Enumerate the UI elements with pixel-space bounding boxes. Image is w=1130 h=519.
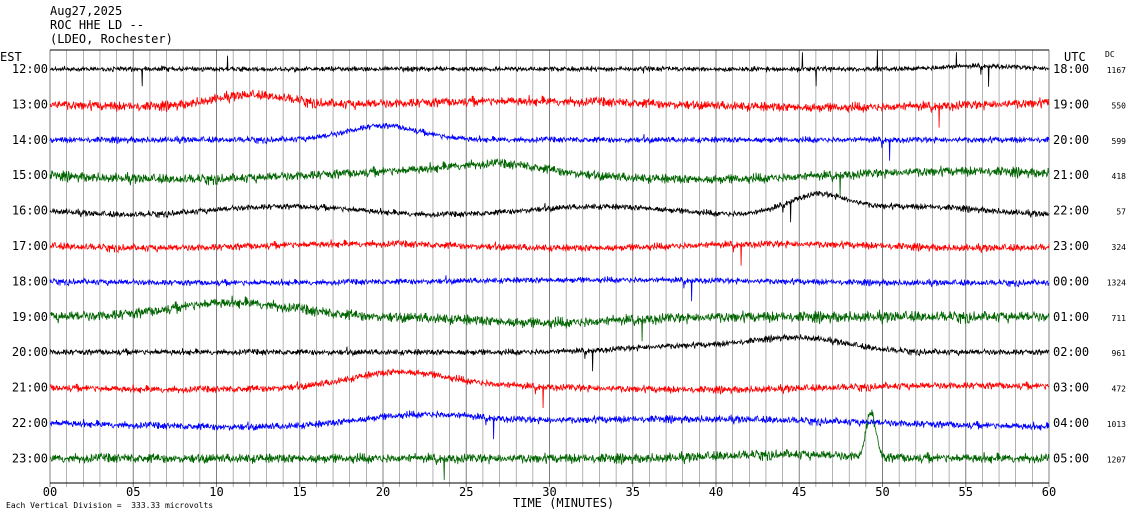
utc-hour-label: 18:00 — [1053, 62, 1089, 76]
station-label: ROC HHE LD -- — [50, 18, 144, 32]
dc-offset-label: 1013 — [1107, 420, 1126, 429]
x-axis-label: TIME (MINUTES) — [513, 496, 615, 510]
utc-label: UTC — [1064, 50, 1086, 64]
dc-offset-label: 599 — [1112, 137, 1127, 146]
dc-offset-label: 550 — [1112, 101, 1127, 110]
trace-line — [49, 122, 1050, 161]
est-hour-label: 23:00 — [12, 451, 48, 465]
date-label: Aug27,2025 — [50, 4, 123, 18]
x-tick-label: 05 — [126, 485, 140, 499]
trace-line — [49, 409, 1050, 440]
est-hour-label: 12:00 — [12, 62, 48, 76]
utc-hour-label: 03:00 — [1053, 381, 1089, 395]
est-hour-label: 18:00 — [12, 274, 48, 288]
trace-line — [49, 190, 1050, 223]
dc-offset-label: 1167 — [1107, 66, 1126, 75]
est-hour-label: 22:00 — [12, 416, 48, 430]
x-tick-label: 25 — [459, 485, 473, 499]
trace-line — [49, 409, 1050, 481]
x-tick-label: 15 — [293, 485, 307, 499]
est-hour-label: 14:00 — [12, 133, 48, 147]
scale-note: Each Vertical Division = 333.33 microvol… — [6, 501, 214, 510]
utc-hour-label: 23:00 — [1053, 239, 1089, 253]
trace-line — [49, 333, 1050, 372]
utc-hour-label: 02:00 — [1053, 345, 1089, 359]
x-tick-label: 20 — [376, 485, 390, 499]
est-hour-label: 16:00 — [12, 204, 48, 218]
x-tick-label: 45 — [792, 485, 806, 499]
x-tick-label: 35 — [626, 485, 640, 499]
trace-line — [49, 275, 1050, 302]
dc-offset-label: 1324 — [1107, 278, 1126, 287]
trace-line — [49, 89, 1050, 128]
dc-offset-label: 418 — [1112, 172, 1127, 181]
x-tick-labels: 00 05 10 15 20 25 30 35 40 45 50 55 60 — [43, 485, 1056, 499]
dc-label: DC — [1105, 50, 1115, 59]
utc-hour-label: 05:00 — [1053, 451, 1089, 465]
minute-grid — [49, 50, 1050, 487]
dc-offset-label: 1207 — [1107, 455, 1126, 464]
est-hour-label: 17:00 — [12, 239, 48, 253]
est-hour-label: 19:00 — [12, 310, 48, 324]
utc-hour-label: 00:00 — [1053, 274, 1089, 288]
utc-hour-label: 01:00 — [1053, 310, 1089, 324]
x-tick-label: 60 — [1042, 485, 1056, 499]
utc-hour-label: 22:00 — [1053, 204, 1089, 218]
trace-line — [49, 295, 1050, 342]
utc-hour-label: 20:00 — [1053, 133, 1089, 147]
trace-line — [49, 368, 1050, 409]
dc-offset-label: 324 — [1112, 243, 1127, 252]
trace-line — [49, 157, 1050, 197]
est-hour-label: 13:00 — [12, 97, 48, 111]
x-tick-label: 00 — [43, 485, 57, 499]
x-tick-label: 55 — [959, 485, 973, 499]
utc-hour-label: 04:00 — [1053, 416, 1089, 430]
x-tick-label: 40 — [709, 485, 723, 499]
est-hour-label: 20:00 — [12, 345, 48, 359]
x-tick-label: 50 — [875, 485, 889, 499]
utc-hour-label: 21:00 — [1053, 168, 1089, 182]
est-label: EST — [0, 50, 22, 64]
dc-offset-label: 472 — [1112, 385, 1127, 394]
seismic-traces — [49, 49, 1050, 481]
plot-header: Aug27,2025 ROC HHE LD -- (LDEO, Rocheste… — [50, 4, 173, 46]
trace-line — [49, 239, 1050, 266]
dc-offset-label: 57 — [1116, 208, 1126, 217]
est-hour-label: 21:00 — [12, 381, 48, 395]
x-tick-label: 30 — [542, 485, 556, 499]
est-hour-label: 15:00 — [12, 168, 48, 182]
dc-offset-label: 711 — [1112, 314, 1127, 323]
location-label: (LDEO, Rochester) — [50, 32, 173, 46]
dc-offset-label: 961 — [1112, 349, 1127, 358]
trace-line — [49, 49, 1050, 87]
x-tick-label: 10 — [209, 485, 223, 499]
utc-hour-label: 19:00 — [1053, 97, 1089, 111]
row-labels: 12:00 18:00 1167 13:00 19:00 550 14:00 20:00 599… — [12, 62, 1126, 465]
